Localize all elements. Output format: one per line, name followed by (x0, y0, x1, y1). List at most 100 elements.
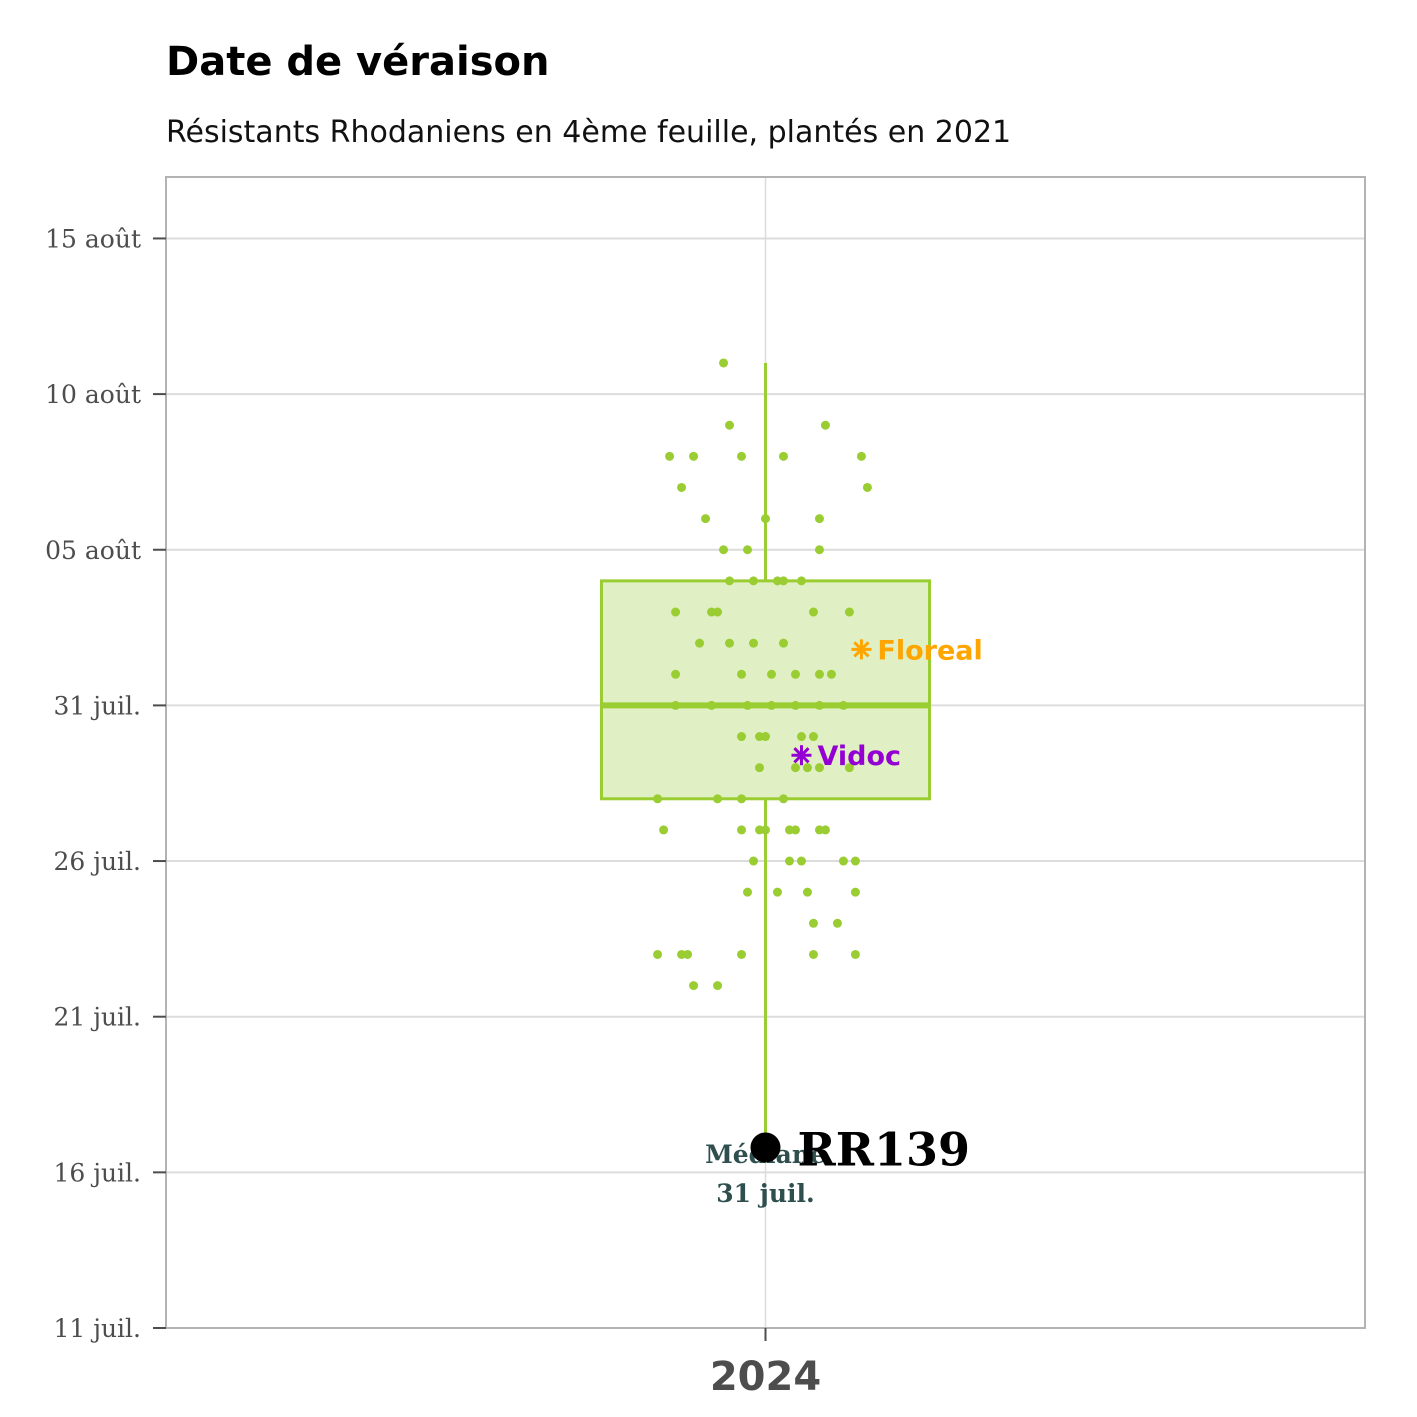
highlight-label: Floreal (877, 635, 982, 666)
data-point (778, 638, 788, 648)
data-point (713, 981, 723, 991)
data-point (701, 514, 711, 524)
data-point (653, 949, 663, 959)
data-point (844, 607, 854, 617)
data-point (761, 732, 770, 742)
data-point (838, 700, 848, 710)
data-point (790, 825, 800, 835)
data-point (713, 607, 723, 617)
focus-label: RR139 (798, 1122, 970, 1176)
data-point (671, 669, 681, 679)
data-point (796, 576, 806, 586)
data-point (671, 607, 681, 617)
chart-subtitle: Résistants Rhodaniens en 4ème feuille, p… (166, 115, 1011, 150)
data-point (743, 700, 753, 710)
data-point (796, 732, 806, 742)
data-point (737, 669, 747, 679)
data-point (671, 700, 681, 710)
plot-area: 11 juil. 16 juil. 21 juil. 26 juil. 31 juil.… (45, 176, 1366, 1400)
data-point (737, 794, 747, 804)
data-point (725, 576, 735, 586)
data-point (737, 949, 747, 959)
y-tick-label: 16 juil. (53, 1158, 141, 1187)
highlight-floreal: Floreal (851, 635, 983, 666)
data-point (838, 856, 848, 866)
median-annotation-line2: 31 juil. (716, 1179, 814, 1208)
data-point (749, 576, 759, 586)
asterisk-marker-stroke (793, 747, 810, 764)
y-tick-label: 21 juil. (53, 1003, 141, 1032)
data-point (707, 700, 717, 710)
data-point (808, 918, 818, 928)
data-point (737, 825, 747, 835)
data-point (814, 669, 824, 679)
data-point (802, 763, 812, 773)
chart-title: Date de véraison (166, 39, 549, 85)
data-point (743, 545, 753, 555)
y-tick-label: 10 août (45, 380, 141, 409)
data-point (772, 887, 782, 897)
data-point (689, 981, 699, 991)
data-point (784, 856, 794, 866)
data-point (790, 700, 800, 710)
asterisk-marker-stroke (853, 641, 870, 658)
data-point (749, 638, 759, 648)
highlight-label: Vidoc (817, 741, 901, 772)
y-tick-label: 11 juil. (53, 1314, 141, 1343)
data-point (761, 514, 770, 524)
data-point (820, 420, 830, 430)
data-point (713, 794, 723, 804)
data-point (725, 420, 735, 430)
data-point (766, 669, 776, 679)
y-tick-label: 26 juil. (53, 847, 141, 876)
data-point (719, 545, 729, 555)
y-tick-label: 31 juil. (53, 691, 141, 720)
y-tick-label: 15 août (45, 224, 141, 253)
data-point (719, 358, 729, 368)
data-point (802, 887, 812, 897)
data-point (778, 576, 788, 586)
data-point (808, 949, 818, 959)
data-point (844, 763, 854, 773)
data-point (850, 949, 860, 959)
data-point (778, 794, 788, 804)
data-point (755, 763, 765, 773)
data-point (659, 825, 669, 835)
data-point (790, 669, 800, 679)
data-point (832, 918, 842, 928)
data-point (814, 700, 824, 710)
data-point (683, 949, 693, 959)
data-point (778, 451, 788, 461)
data-point (814, 514, 824, 524)
data-point (808, 732, 818, 742)
data-point (820, 825, 830, 835)
data-point (761, 825, 770, 835)
y-tick-label: 05 août (45, 536, 141, 565)
data-point (695, 638, 705, 648)
data-point (856, 451, 866, 461)
data-point (814, 545, 824, 555)
data-point (814, 763, 824, 773)
x-tick-label: 2024 (710, 1354, 821, 1400)
data-point (725, 638, 735, 648)
data-point (653, 794, 663, 804)
data-point (737, 451, 747, 461)
data-point (766, 700, 776, 710)
data-point (850, 887, 860, 897)
data-point (790, 763, 800, 773)
focus-point (750, 1132, 781, 1163)
data-point (808, 607, 818, 617)
data-point (850, 856, 860, 866)
data-point (737, 732, 747, 742)
data-point (743, 887, 753, 897)
highlight-vidoc: Vidoc (791, 741, 901, 772)
data-point (665, 451, 675, 461)
data-point (826, 669, 836, 679)
data-point (689, 451, 699, 461)
data-point (796, 856, 806, 866)
data-point (749, 856, 759, 866)
data-point (862, 482, 872, 492)
box-iqr (600, 579, 931, 801)
data-point (677, 482, 687, 492)
